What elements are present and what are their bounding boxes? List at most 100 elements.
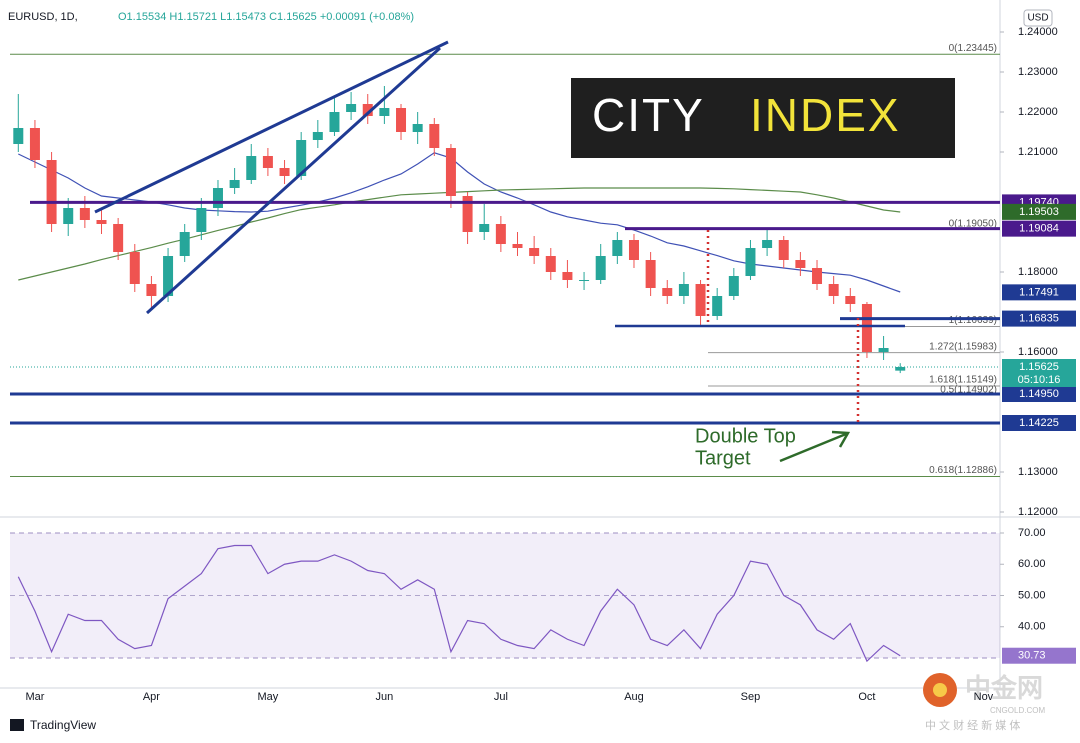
- fib-label: 0(1.23445): [949, 43, 997, 54]
- fib-label: 0.618(1.12886): [929, 465, 997, 476]
- rsi-line: [17, 544, 901, 663]
- last-price-tag: [1002, 359, 1076, 387]
- annotation-line: Target: [695, 447, 751, 469]
- candle-body: [396, 108, 407, 132]
- countdown: 05:10:16: [1018, 374, 1061, 386]
- level-tag-label: 1.16835: [1019, 313, 1059, 325]
- candle-body: [212, 188, 223, 208]
- y-tick-label: 70.00: [1018, 527, 1046, 539]
- level-tag-label: 1.17491: [1019, 286, 1059, 298]
- candle-body: [362, 104, 373, 116]
- candle-body: [845, 296, 856, 304]
- candle-body: [795, 260, 806, 268]
- level-tag: [1002, 310, 1076, 327]
- candle-body: [579, 280, 590, 281]
- x-tick-label: Apr: [143, 691, 160, 703]
- candle-body: [179, 232, 190, 256]
- logo-word: INDEX: [750, 89, 901, 141]
- y-tick-label: 60.00: [1018, 558, 1046, 570]
- y-tick-label: 1.21000: [1018, 146, 1058, 158]
- currency: USD: [1027, 13, 1048, 24]
- y-tick-label: 50.00: [1018, 589, 1046, 601]
- y-tick-label: 1.18000: [1018, 266, 1058, 278]
- x-tick-label: Jul: [494, 691, 508, 703]
- site-tagline: 中 文 财 经 新 媒 体: [925, 718, 1020, 732]
- candle-body: [79, 208, 90, 220]
- candle-body: [645, 260, 656, 288]
- x-tick-label: Oct: [858, 691, 875, 703]
- candle-body: [246, 156, 257, 180]
- fib-label: 1.272(1.15983): [929, 341, 997, 352]
- site-url: CNGOLD.COM: [990, 706, 1045, 715]
- rsi-tag: [1002, 647, 1076, 664]
- candle-body: [612, 240, 623, 256]
- ohlc-text: O1.15534 H1.15721 L1.15473 C1.15625 +0.0…: [118, 11, 414, 23]
- level-tag-label: 1.19084: [1019, 223, 1059, 235]
- candle-body: [196, 208, 207, 232]
- candle-body: [129, 252, 140, 284]
- x-tick-label: Sep: [741, 691, 761, 703]
- candle-body: [545, 256, 556, 272]
- candle-body: [479, 224, 490, 232]
- annotation-line: Double Top: [695, 425, 796, 447]
- candle-body: [146, 284, 157, 296]
- level-tag-label: 1.14950: [1019, 388, 1059, 400]
- fib-label: 0(1.19050): [949, 219, 997, 230]
- candle-body: [895, 367, 906, 371]
- candle-body: [878, 348, 889, 352]
- candle-body: [163, 256, 174, 296]
- y-tick-label: 40.00: [1018, 621, 1046, 633]
- candle-body: [412, 124, 423, 132]
- target-arrow: [779, 432, 847, 463]
- x-tick-label: Jun: [376, 691, 394, 703]
- candle-body: [229, 180, 240, 188]
- candle-body: [495, 224, 506, 244]
- fib-label: 1(1.16639): [949, 315, 997, 326]
- candle-body: [296, 140, 307, 176]
- logo-box: [571, 78, 955, 158]
- candle-body: [678, 284, 689, 296]
- y-tick-label: 1.23000: [1018, 66, 1058, 78]
- level-tag: [1002, 220, 1076, 237]
- candle-body: [562, 272, 573, 280]
- candle-body: [529, 248, 540, 256]
- candle-body: [445, 148, 456, 196]
- level-tag: [1002, 203, 1076, 220]
- y-tick-label: 1.22000: [1018, 106, 1058, 118]
- rsi-tag-label: 30.73: [1018, 650, 1046, 662]
- x-tick-label: Mar: [25, 691, 44, 703]
- candle-body: [346, 104, 357, 112]
- target-arrowhead: [831, 430, 851, 448]
- x-tick-label: Nov: [974, 691, 994, 703]
- candle-body: [812, 268, 823, 284]
- level-tag-label: 1.14225: [1019, 417, 1059, 429]
- brand-icon: [10, 719, 24, 731]
- site-icon-inner: [933, 683, 947, 697]
- candle-body: [429, 124, 440, 148]
- last-price-label: 1.15625: [1019, 361, 1059, 373]
- y-tick-label: 1.13000: [1018, 466, 1058, 478]
- level-tag-label: 1.19503: [1019, 206, 1059, 218]
- candle-body: [778, 240, 789, 260]
- wedge-upper: [94, 40, 449, 214]
- candle-body: [329, 112, 340, 132]
- moving-average: [18, 187, 901, 281]
- candle-body: [828, 284, 839, 296]
- candle-body: [762, 240, 773, 248]
- currency-box: [1023, 9, 1053, 27]
- level-tag: [1002, 386, 1076, 402]
- candle-body: [695, 284, 706, 316]
- y-tick-label: 1.12000: [1018, 506, 1058, 518]
- candle-body: [861, 304, 872, 352]
- candle-body: [662, 288, 673, 296]
- candle-body: [13, 128, 24, 144]
- fib-label: 0.5(1.14902): [940, 385, 997, 396]
- brand: TradingView: [30, 718, 96, 732]
- level-tag: [1002, 284, 1076, 301]
- candle-body: [279, 168, 290, 176]
- x-tick-label: May: [258, 691, 279, 703]
- candle-body: [628, 240, 639, 260]
- candle-body: [113, 224, 124, 252]
